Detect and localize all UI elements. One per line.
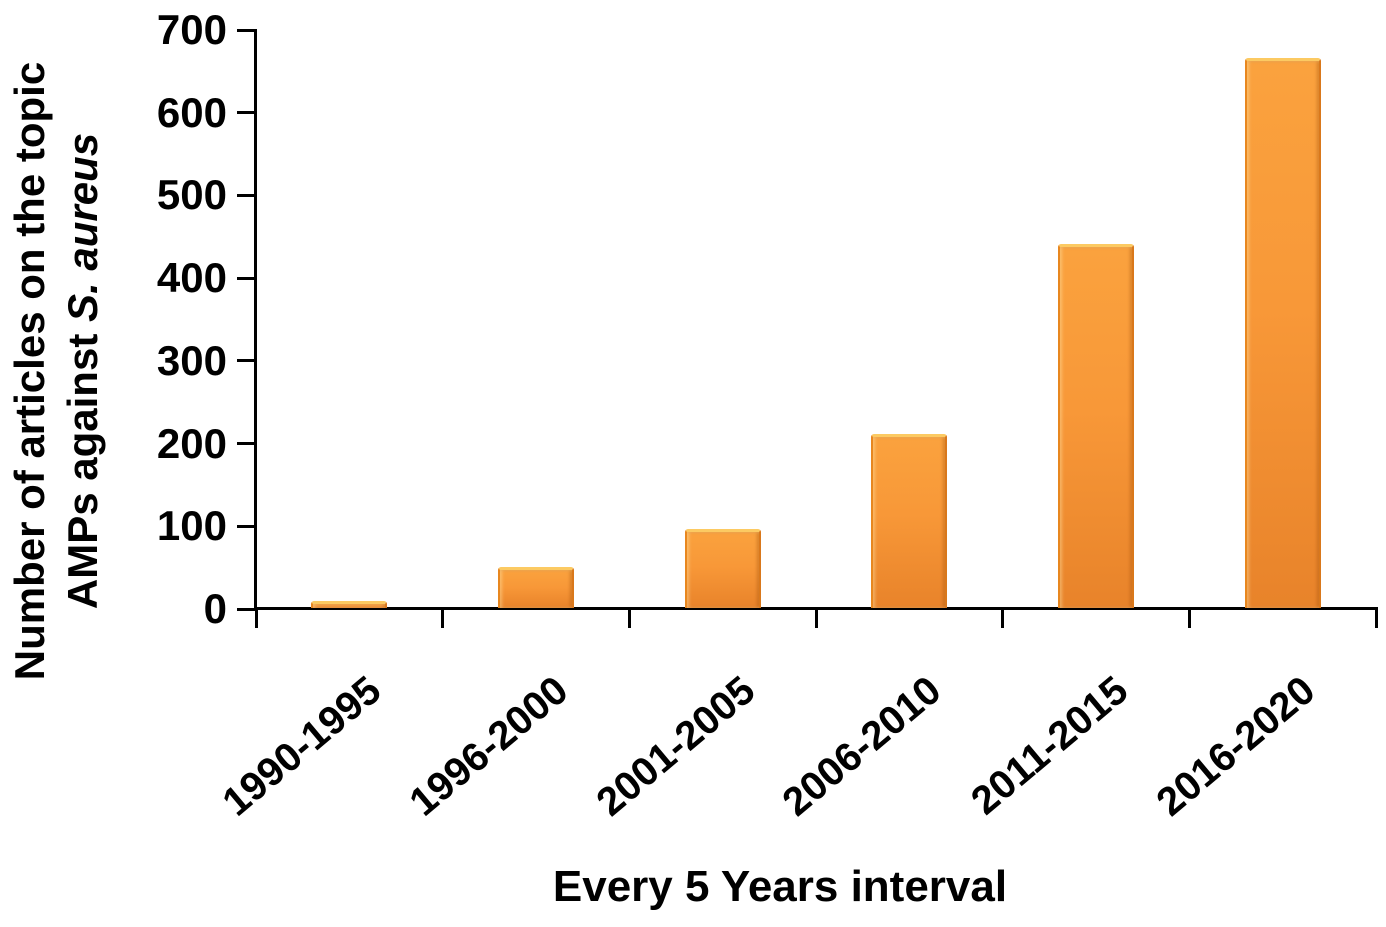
- y-tick-label: 200: [156, 419, 227, 467]
- x-tick: [254, 609, 258, 628]
- bar-2001-2005: [685, 529, 761, 608]
- x-axis-title: Every 5 Years interval: [552, 862, 1008, 911]
- bar-1990-1995: [311, 601, 387, 608]
- bar-2006-2010: [871, 434, 947, 608]
- x-tick: [441, 609, 445, 628]
- y-tick-label: 100: [156, 502, 227, 550]
- y-tick: [237, 193, 256, 197]
- bar-2016-2020: [1245, 58, 1321, 608]
- y-axis-line: [254, 29, 257, 610]
- bar-2011-2015: [1058, 244, 1134, 608]
- x-tick: [1374, 609, 1378, 628]
- y-tick: [237, 276, 256, 280]
- x-tick: [1001, 609, 1005, 628]
- x-tick: [627, 609, 631, 628]
- y-tick-label: 300: [156, 336, 227, 384]
- y-tick: [237, 111, 256, 115]
- x-tick: [814, 609, 818, 628]
- y-tick-label: 500: [156, 171, 227, 219]
- y-axis-title-line2: AMPs against S. aureus: [59, 132, 106, 610]
- y-tick: [237, 607, 256, 611]
- y-tick: [237, 28, 256, 32]
- y-tick-label: 700: [156, 6, 227, 53]
- y-tick-label: 0: [203, 585, 227, 632]
- y-tick-label: 600: [156, 88, 227, 136]
- y-tick: [237, 359, 256, 363]
- y-axis-title-line1: Number of articles on the topic: [6, 61, 53, 681]
- bar-1996-2000: [498, 567, 574, 608]
- y-axis-title: Number of articles on the topic AMPs aga…: [3, 0, 113, 751]
- y-tick-label: 400: [156, 254, 227, 302]
- y-axis-title-italic-species: S. aureus: [59, 132, 106, 323]
- y-tick: [237, 524, 256, 528]
- y-tick: [237, 442, 256, 446]
- x-tick: [1187, 609, 1191, 628]
- x-axis-line: [254, 607, 1378, 610]
